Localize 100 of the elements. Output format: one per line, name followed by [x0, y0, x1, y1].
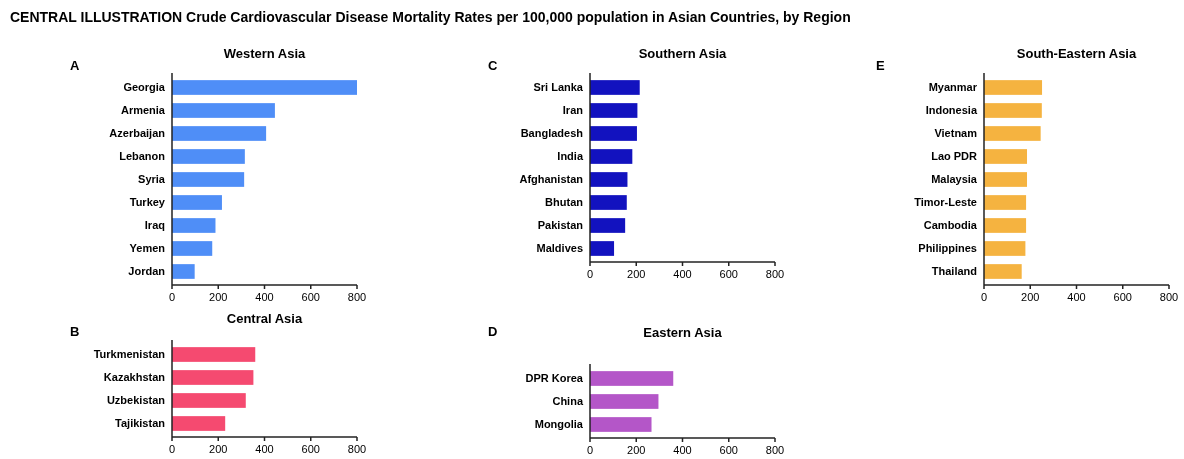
y-tick-label: Afghanistan: [519, 173, 584, 186]
text: C: [488, 58, 498, 73]
y-tick-label: Lebanon: [119, 150, 166, 163]
bar: [172, 241, 213, 256]
chart-title: South-Eastern Asia: [1016, 46, 1137, 61]
y-tick-label: Thailand: [931, 265, 977, 278]
y-tick-label: Bangladesh: [520, 127, 584, 140]
bar: [590, 241, 615, 256]
bar: [984, 149, 1028, 164]
x-tick-label: 600: [719, 444, 738, 456]
bar: [172, 264, 195, 279]
y-tick-label: China: [552, 395, 584, 408]
y-tick-label: Georgia: [123, 81, 166, 94]
x-tick-label: 400: [255, 443, 274, 455]
bar: [172, 347, 256, 362]
y-tick-label: Sri Lanka: [533, 81, 584, 94]
y-tick-label: Iraq: [144, 219, 165, 232]
bar: [172, 416, 226, 431]
bar: [984, 172, 1028, 187]
x-tick-label: 800: [347, 443, 367, 455]
bar: [590, 417, 652, 432]
chart-title: Eastern Asia: [643, 325, 723, 340]
bar: [172, 393, 246, 408]
x-tick-label: 200: [627, 268, 646, 280]
bar: [984, 218, 1027, 233]
x-tick-label: 600: [719, 268, 738, 280]
x-tick-label: 0: [586, 444, 594, 456]
x-tick-label: 400: [673, 444, 692, 456]
y-tick-label: India: [557, 150, 584, 163]
bar: [984, 264, 1022, 279]
y-tick-label: Turkmenistan: [93, 348, 166, 361]
text: B: [70, 324, 80, 339]
y-tick-label: Tajikistan: [115, 417, 166, 430]
bar: [984, 103, 1042, 118]
y-tick-label: Lao PDR: [931, 150, 978, 163]
y-tick-label: Bhutan: [545, 196, 584, 209]
x-tick-label: 400: [1067, 291, 1086, 303]
chart-title: Southern Asia: [638, 46, 728, 61]
bar: [590, 80, 640, 95]
bar: [590, 195, 627, 210]
y-tick-label: Indonesia: [925, 104, 978, 117]
x-tick-label: 200: [627, 444, 646, 456]
x-tick-label: 600: [301, 443, 320, 455]
y-tick-label: Uzbekistan: [106, 394, 166, 407]
x-tick-label: 200: [209, 443, 228, 455]
x-tick-label: 800: [765, 444, 785, 456]
y-tick-label: Vietnam: [934, 127, 978, 140]
x-tick-label: 800: [765, 268, 785, 280]
bar: [172, 103, 275, 118]
x-tick-label: 600: [1113, 291, 1132, 303]
bar: [172, 126, 267, 141]
y-tick-label: Jordan: [128, 265, 166, 278]
y-tick-label: Maldives: [536, 242, 583, 255]
bar: [984, 126, 1041, 141]
x-tick-label: 0: [168, 291, 176, 303]
bar: [984, 80, 1043, 95]
y-tick-label: Pakistan: [537, 219, 584, 232]
bar: [590, 126, 637, 141]
bar: [172, 195, 222, 210]
text: E: [876, 58, 885, 73]
bar: [172, 218, 216, 233]
text: A: [70, 58, 80, 73]
x-tick-label: 400: [673, 268, 692, 280]
x-tick-label: 0: [980, 291, 988, 303]
x-tick-label: 200: [1021, 291, 1040, 303]
chart-title: Western Asia: [223, 46, 307, 61]
x-tick-label: 800: [347, 291, 367, 303]
bar: [172, 172, 245, 187]
y-tick-label: Mongolia: [534, 418, 584, 431]
bar: [590, 103, 638, 118]
y-tick-label: Yemen: [129, 242, 166, 255]
chart-title: Central Asia: [226, 311, 303, 326]
x-tick-label: 400: [255, 291, 274, 303]
y-tick-label: Philippines: [918, 242, 977, 255]
y-tick-label: Turkey: [129, 196, 166, 209]
bar: [590, 172, 628, 187]
bar: [590, 394, 659, 409]
bar: [172, 80, 357, 95]
x-tick-label: 0: [168, 443, 176, 455]
x-tick-label: 600: [301, 291, 320, 303]
y-tick-label: Iran: [562, 104, 584, 117]
bar: [590, 218, 626, 233]
y-tick-label: Azerbaijan: [109, 127, 166, 140]
y-tick-label: Myanmar: [928, 81, 978, 94]
y-tick-label: Syria: [138, 173, 166, 186]
bar: [984, 241, 1026, 256]
text: D: [488, 324, 498, 339]
y-tick-label: Armenia: [120, 104, 166, 117]
y-tick-label: Malaysia: [931, 173, 978, 186]
bar: [590, 149, 633, 164]
x-tick-label: 800: [1159, 291, 1179, 303]
x-tick-label: 200: [209, 291, 228, 303]
text: CENTRAL ILLUSTRATION Crude Cardiovascular Disease Mortality Rates per 100,000 population in Asian Countries, by Region: [10, 9, 851, 25]
y-tick-label: DPR Korea: [525, 372, 584, 385]
bar: [984, 195, 1027, 210]
y-tick-label: Timor-Leste: [914, 196, 977, 209]
bar: [590, 371, 674, 386]
bar: [172, 370, 254, 385]
bar: [172, 149, 245, 164]
y-tick-label: Kazakhstan: [103, 371, 166, 384]
